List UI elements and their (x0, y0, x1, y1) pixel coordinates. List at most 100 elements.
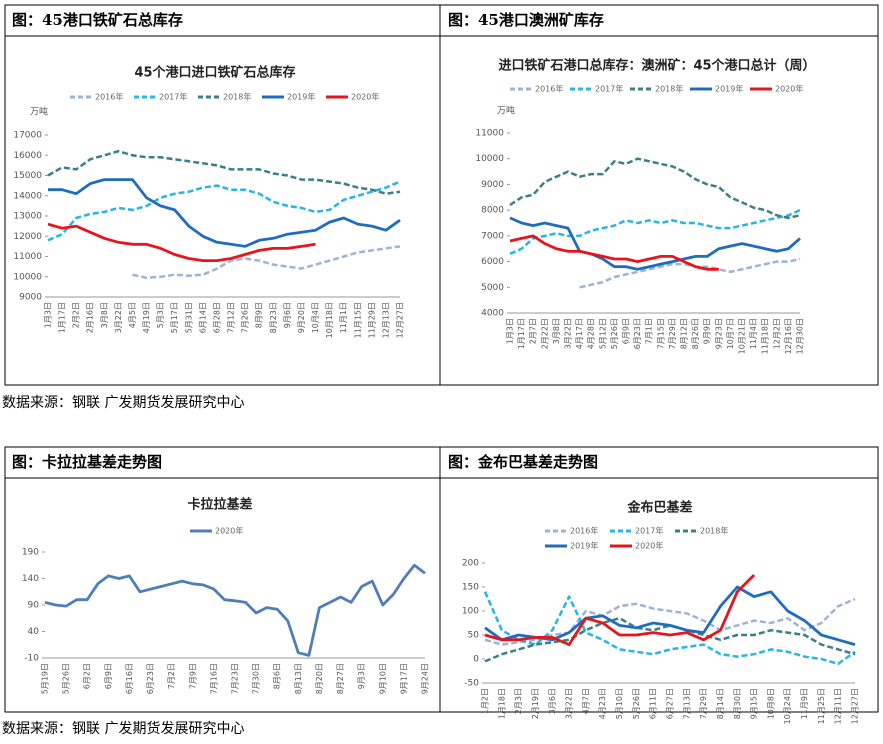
legend-label: 2016年 (535, 84, 563, 94)
legend-label: 2018年 (223, 92, 251, 102)
y-tick-label: 100 (462, 607, 479, 617)
x-tick-label: 11月9日 (800, 688, 809, 719)
x-tick-label: 5月26日 (62, 663, 71, 694)
x-tick-label: 9月9日 (703, 318, 712, 344)
x-tick-label: 3月22日 (114, 302, 123, 333)
x-tick-label: 8月14日 (716, 688, 725, 719)
x-tick-label: 8月23日 (269, 302, 278, 333)
chart-title: 金布巴基差 (626, 500, 692, 516)
x-tick-label: 5月26日 (610, 318, 619, 349)
panel-heading: 图：金布巴基差走势图 (448, 453, 598, 471)
x-tick-label: 8月27日 (336, 663, 345, 694)
x-tick-label: 4月19日 (142, 302, 151, 333)
x-tick-label: 4月17日 (575, 318, 584, 349)
y-tick-label: 13000 (13, 212, 42, 222)
x-tick-label: 12月30日 (796, 318, 805, 354)
series-line (132, 245, 401, 280)
x-tick-label: 5月10日 (615, 688, 624, 719)
x-tick-label: 6月23日 (146, 663, 155, 694)
source-note: 数据来源：钢联 广发期货发展研究中心 (2, 720, 244, 737)
y-tick-label: 11000 (13, 252, 42, 262)
y-tick-label: 0 (473, 655, 479, 665)
x-tick-label: 12月16日 (784, 318, 793, 354)
y-tick-label: 50 (468, 631, 480, 641)
x-tick-label: 10月4日 (311, 302, 320, 333)
x-tick-label: 7月23日 (231, 663, 240, 694)
x-tick-label: 11月15日 (353, 302, 362, 338)
y-tick-label: 8000 (481, 206, 504, 216)
x-tick-label: 6月16日 (125, 663, 134, 694)
y-tick-label: 200 (462, 559, 479, 569)
x-tick-label: 7月9日 (188, 663, 197, 689)
x-tick-label: 9月6日 (283, 302, 292, 328)
x-tick-label: 4月7日 (581, 688, 590, 714)
x-tick-label: 7月29日 (699, 688, 708, 719)
x-tick-label: 2月22日 (540, 318, 549, 349)
y-tick-label: 6000 (481, 257, 504, 267)
chart-title: 进口铁矿石港口总库存：澳洲矿：45个港口总计（周） (498, 58, 815, 74)
x-tick-label: 7月12日 (227, 302, 236, 333)
y-tick-label: 150 (462, 583, 479, 593)
series-line (509, 157, 801, 220)
x-tick-label: 10月24日 (783, 688, 792, 724)
legend-label: 2017年 (595, 84, 623, 94)
x-tick-label: 5月3日 (156, 302, 165, 328)
x-tick-label: 7月16日 (209, 663, 218, 694)
series-line (47, 222, 316, 262)
series-line (509, 234, 719, 271)
x-tick-label: 8月12日 (680, 318, 689, 349)
x-tick-label: 10月7日 (726, 318, 735, 349)
x-tick-label: 5月26日 (632, 688, 641, 719)
x-tick-label: 5月31日 (184, 302, 193, 333)
series-line (509, 208, 801, 256)
x-tick-label: 1月2日 (481, 688, 490, 714)
x-tick-label: 7月26日 (241, 302, 250, 333)
y-tick-label: 15000 (13, 171, 42, 181)
x-tick-label: 10月18日 (325, 302, 334, 338)
panel-heading: 图：卡拉拉基差走势图 (12, 453, 162, 471)
x-tick-label: 12月11日 (834, 688, 843, 724)
x-tick-label: 9月23日 (714, 318, 723, 349)
top-frame (4, 4, 879, 386)
series-line (44, 563, 426, 657)
x-tick-label: 6月23日 (633, 318, 642, 349)
y-tick-label: 40 (28, 627, 40, 637)
x-tick-label: 6月28日 (212, 302, 221, 333)
x-tick-label: 3月6日 (548, 688, 557, 714)
x-tick-label: 9月20日 (297, 302, 306, 333)
x-tick-label: 8月9日 (255, 302, 264, 328)
y-tick-label: 16000 (13, 151, 42, 161)
x-tick-label: 9月3日 (357, 663, 366, 689)
y-tick-label: -50 (464, 679, 479, 689)
y-tick-label: 90 (28, 601, 40, 611)
x-tick-label: 8月26日 (691, 318, 700, 349)
y-axis-label: 万吨 (30, 106, 48, 118)
legend-label: 2020年 (775, 84, 803, 94)
x-tick-label: 6月27日 (666, 688, 675, 719)
x-tick-label: 6月14日 (198, 302, 207, 333)
bottom-frame (4, 446, 879, 713)
x-tick-label: 7月30日 (252, 663, 261, 694)
y-tick-label: 7000 (481, 231, 504, 241)
chart-title: 45个港口进口铁矿石总库存 (134, 65, 295, 81)
series-line (484, 585, 856, 646)
y-axis-label: 万吨 (497, 105, 515, 117)
x-tick-label: 4月5日 (128, 302, 137, 328)
x-tick-label: 9月24日 (421, 663, 430, 694)
x-tick-label: 3月22日 (565, 688, 574, 719)
legend-label: 2018年 (655, 84, 683, 94)
series-line (509, 216, 801, 271)
x-tick-label: 1月17日 (517, 318, 526, 349)
x-tick-label: 1月3日 (44, 302, 53, 328)
legend-label: 2020年 (351, 92, 379, 102)
y-tick-label: -10 (24, 654, 39, 664)
x-tick-label: 8月6日 (273, 663, 282, 689)
x-tick-label: 6月9日 (622, 318, 631, 344)
x-tick-label: 12月2日 (772, 318, 781, 349)
x-tick-label: 12月13日 (381, 302, 390, 338)
series-line (47, 149, 401, 195)
x-tick-label: 2月7日 (529, 318, 538, 344)
x-tick-label: 7月29日 (668, 318, 677, 349)
x-tick-label: 7月1日 (645, 318, 654, 344)
y-tick-label: 140 (22, 574, 39, 584)
